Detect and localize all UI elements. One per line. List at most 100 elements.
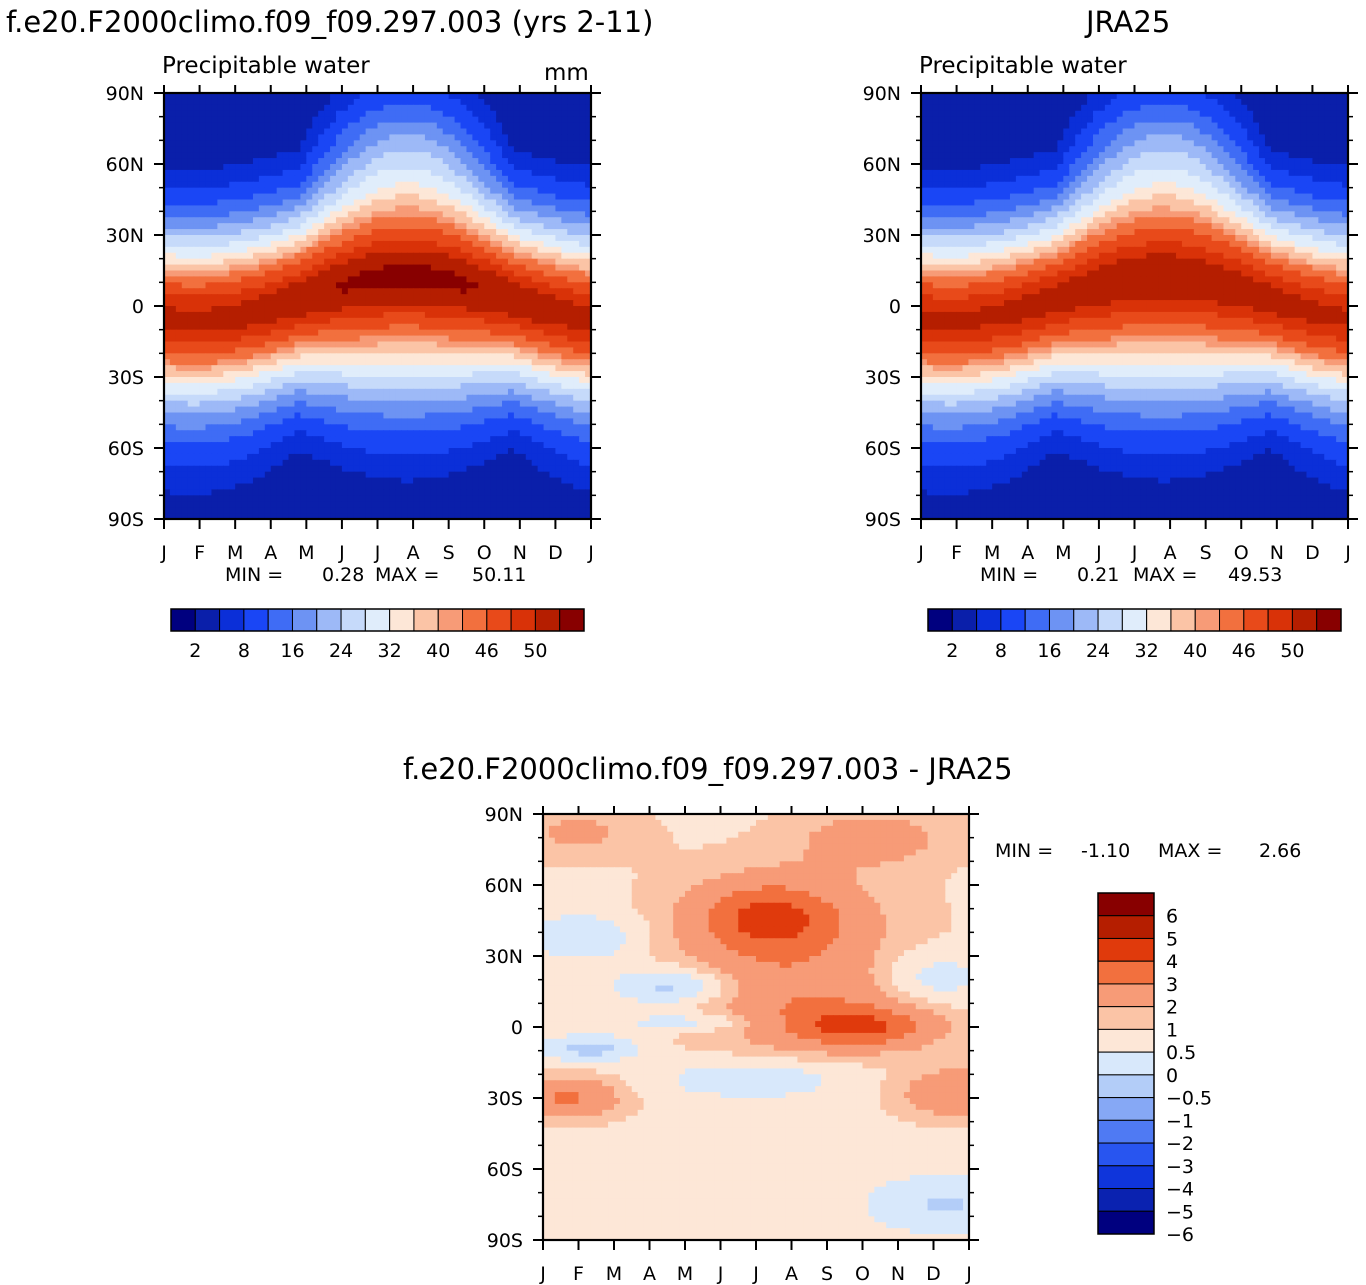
field-cell <box>312 347 319 354</box>
field-cell <box>175 471 183 479</box>
field-cell <box>395 300 402 307</box>
field-cell <box>401 424 408 431</box>
field-cell <box>241 400 248 408</box>
field-cell <box>324 134 331 141</box>
field-cell <box>549 104 557 112</box>
field-cell <box>442 459 450 467</box>
field-cell <box>181 347 189 354</box>
field-cell <box>164 306 171 313</box>
field-cell <box>460 300 468 307</box>
field-cell <box>478 288 485 295</box>
field-cell <box>164 246 171 254</box>
field-cell <box>424 205 432 212</box>
field-cell <box>519 169 527 177</box>
field-cell <box>585 229 591 236</box>
field-cell <box>585 483 591 491</box>
field-cell <box>353 436 361 443</box>
field-cell <box>531 341 539 349</box>
field-cell <box>247 246 254 254</box>
field-cell <box>247 199 254 207</box>
field-cell <box>217 264 224 272</box>
field-cell <box>401 406 408 414</box>
field-cell <box>395 276 402 283</box>
field-cell <box>235 459 242 467</box>
field-cell <box>407 229 414 236</box>
field-cell <box>424 300 432 307</box>
field-cell <box>513 252 521 260</box>
field-cell <box>300 211 307 218</box>
field-cell <box>436 122 444 130</box>
field-cell <box>401 175 408 183</box>
field-cell <box>164 406 171 414</box>
field-cell <box>300 489 307 496</box>
field-cell <box>181 146 189 153</box>
field-cell <box>211 258 218 266</box>
field-cell <box>561 365 568 372</box>
field-cell <box>413 93 420 100</box>
field-cell <box>424 306 432 313</box>
field-cell <box>324 430 331 437</box>
field-cell <box>199 501 207 508</box>
field-cell <box>341 152 349 159</box>
field-cell <box>288 288 296 295</box>
field-cell <box>324 317 331 325</box>
field-cell <box>318 282 325 289</box>
field-cell <box>543 495 551 502</box>
field-cell <box>347 317 355 325</box>
field-cell <box>353 169 361 177</box>
field-cell <box>276 158 284 165</box>
field-cell <box>211 394 218 402</box>
field-cell <box>341 495 349 502</box>
field-cell <box>555 211 562 218</box>
field-cell <box>413 116 420 124</box>
field-cell <box>537 394 545 402</box>
field-cell <box>300 258 307 266</box>
field-cell <box>531 276 539 283</box>
field-cell <box>419 311 426 319</box>
field-cell <box>365 471 373 479</box>
field-cell <box>573 394 580 402</box>
field-cell <box>270 217 278 224</box>
field-cell <box>436 442 444 449</box>
field-cell <box>407 418 414 425</box>
field-cell <box>377 495 385 502</box>
field-cell <box>164 288 171 295</box>
field-cell <box>258 276 266 283</box>
field-cell <box>519 98 527 106</box>
field-cell <box>252 311 260 319</box>
field-cell <box>407 329 414 337</box>
field-cell <box>490 294 497 301</box>
field-cell <box>436 294 444 301</box>
field-cell <box>424 471 432 479</box>
field-cell <box>430 134 438 141</box>
field-cell <box>193 353 201 360</box>
field-cell <box>306 252 313 260</box>
field-cell <box>223 205 230 212</box>
field-cell <box>258 347 266 354</box>
field-cell <box>507 406 515 414</box>
field-cell <box>448 223 456 230</box>
field-cell <box>187 459 195 467</box>
field-cell <box>395 388 402 396</box>
field-cell <box>413 394 420 402</box>
field-cell <box>537 217 545 224</box>
field-cell <box>187 217 195 224</box>
field-cell <box>312 294 319 301</box>
field-cell <box>502 223 509 230</box>
field-cell <box>496 300 503 307</box>
field-cell <box>335 205 343 212</box>
field-cell <box>229 459 236 467</box>
field-cell <box>353 471 361 479</box>
field-cell <box>217 430 224 437</box>
field-cell <box>247 205 254 212</box>
field-cell <box>537 264 545 272</box>
field-cell <box>365 140 373 147</box>
field-cell <box>537 246 545 254</box>
field-cell <box>247 276 254 283</box>
field-cell <box>561 459 568 467</box>
field-cell <box>181 489 189 496</box>
field-cell <box>199 223 207 230</box>
field-cell <box>371 270 379 278</box>
field-cell <box>318 430 325 437</box>
field-cell <box>371 205 379 212</box>
